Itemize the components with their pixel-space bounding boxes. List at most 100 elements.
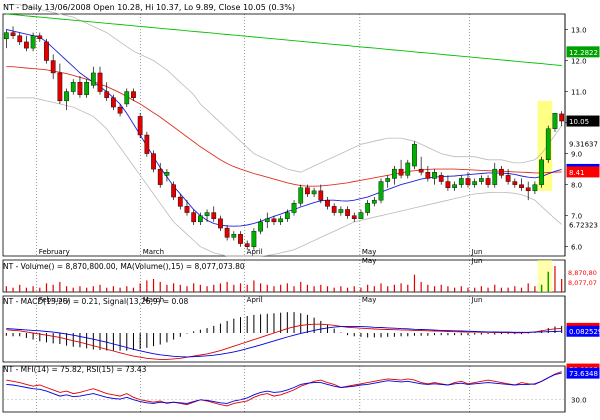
- price-last-value-box: [566, 138, 600, 150]
- volume-last-box: [567, 268, 599, 277]
- candle-up: [30, 35, 36, 49]
- candle-down: [218, 218, 223, 229]
- candle-down: [171, 184, 176, 198]
- bollinger-upper-line: [6, 4, 563, 173]
- candle-up: [378, 181, 384, 201]
- panel-macd: [2, 295, 566, 363]
- rsi-line: [6, 372, 562, 404]
- candle-down: [10, 32, 16, 36]
- candle-up: [458, 178, 464, 185]
- candle-down: [351, 215, 357, 219]
- mfi-rsi-title: NT - MFI(14) = 75.82, RSI(15) = 73.43: [3, 365, 147, 374]
- price-tick-label: 8.0: [571, 182, 582, 190]
- month-label: Jun: [470, 248, 482, 256]
- macd-signal-last-box: [566, 325, 600, 337]
- price-last-value-box: [566, 46, 600, 58]
- macd-signal-line: [6, 325, 562, 358]
- candle-up: [3, 32, 9, 40]
- candle-down: [111, 97, 116, 108]
- candle-up: [90, 72, 96, 86]
- price-last-value-label: 10.05: [569, 118, 589, 126]
- candle-down: [318, 190, 324, 201]
- rsi-last-label: 73.6348: [569, 370, 598, 378]
- volume-last-label: 8,870,80: [568, 269, 597, 277]
- candle-down: [184, 206, 190, 213]
- osc-tick-label: 30.0: [571, 397, 587, 405]
- price-last-value-label: 8.41: [569, 169, 585, 177]
- candle-up: [532, 184, 538, 192]
- candle-down: [77, 82, 83, 95]
- month-label-macd: Jun: [470, 296, 482, 304]
- candle-down: [465, 178, 471, 185]
- month-label: April: [247, 248, 263, 256]
- candle-down: [305, 187, 310, 195]
- price-tick-label: 12.0: [571, 58, 587, 66]
- candle-down: [144, 134, 150, 154]
- candle-down: [151, 153, 156, 170]
- candle-up: [264, 218, 270, 223]
- price-last-value-box: [566, 218, 600, 230]
- candle-down: [519, 184, 524, 188]
- chart-title: NT - Daily 13/06/2008 Open 10.28, Hi 10.…: [3, 3, 295, 12]
- volume-title: NT - Volume() = 8,870,800.00, MA(Volume(…: [3, 262, 245, 271]
- candle-up: [278, 218, 284, 223]
- candle-up: [371, 199, 377, 204]
- month-label-macd: February: [39, 296, 70, 304]
- candle-down: [157, 168, 163, 185]
- ma-long-line: [6, 13, 562, 66]
- month-label: March: [143, 248, 164, 256]
- candle-down: [345, 209, 350, 216]
- candle-down: [37, 35, 43, 40]
- candle-down: [485, 178, 491, 185]
- month-label: February: [39, 248, 70, 256]
- candle-down: [505, 175, 511, 182]
- candle-down: [104, 91, 110, 98]
- price-last-value-box: [566, 166, 600, 178]
- mfi-line: [6, 371, 562, 407]
- candle-up: [258, 221, 263, 232]
- candle-up: [478, 178, 484, 182]
- candle-down: [224, 227, 230, 238]
- panel-price: [2, 13, 566, 257]
- panels: [2, 13, 566, 413]
- candle-down: [177, 196, 183, 207]
- candle-up: [405, 162, 411, 176]
- candle-down: [57, 72, 63, 102]
- macd-line: [6, 323, 562, 360]
- candle-down: [17, 35, 23, 43]
- candle-up: [311, 190, 317, 195]
- candle-down: [425, 172, 431, 179]
- candle-up: [539, 159, 544, 185]
- price-last-value-label: 9.31637: [569, 141, 598, 149]
- candle-down: [24, 41, 29, 49]
- price-last-value-label: 12.2822: [569, 49, 598, 57]
- candle-up: [432, 172, 437, 179]
- candle-up: [251, 230, 257, 247]
- candle-up: [552, 113, 558, 129]
- candle-down: [398, 168, 404, 176]
- volume-last-label: 8,077,07: [568, 279, 597, 287]
- candle-up: [385, 178, 391, 182]
- candle-up: [392, 168, 397, 179]
- candle-down: [418, 168, 424, 173]
- candle-up: [452, 184, 457, 188]
- candle-up: [197, 215, 203, 223]
- month-label-macd: April: [247, 296, 263, 304]
- candle-up: [298, 187, 304, 204]
- candle-down: [191, 212, 197, 223]
- candle-up: [204, 212, 210, 216]
- candle-up: [291, 203, 297, 213]
- macd-title: NT - MACD(13,26) = 0.21, Signal(13,26,9)…: [3, 297, 188, 306]
- month-label-macd: March: [143, 296, 164, 304]
- marks: FebruaryFebruaryMarchMarchAprilAprilMayM…: [3, 4, 600, 407]
- candle-down: [499, 168, 504, 176]
- candle-down: [438, 175, 444, 182]
- candle-up: [492, 168, 498, 185]
- candle-down: [131, 91, 136, 98]
- candle-up: [545, 128, 551, 161]
- candle-up: [358, 212, 364, 219]
- candle-down: [50, 60, 56, 74]
- month-label-vol: May: [362, 257, 376, 265]
- candle-down: [325, 199, 330, 207]
